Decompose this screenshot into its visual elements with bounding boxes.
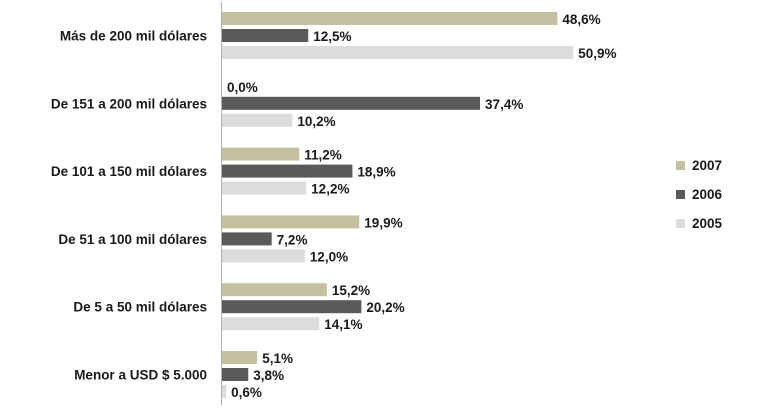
data-label-2007-de-151-a-200-mil-dolares: 0,0% xyxy=(227,80,258,95)
category-label-de-151-a-200-mil-dolares: De 151 a 200 mil dólares xyxy=(51,96,207,111)
legend: 2007 2006 2005 xyxy=(676,158,723,231)
bar-2006-de-151-a-200-mil-dolares xyxy=(222,96,481,110)
data-label-2007-de-51-a-100-mil-dolares: 19,9% xyxy=(364,215,402,230)
category-label-mas-de-200-mil-dolares: Más de 200 mil dólares xyxy=(60,29,207,44)
legend-label-2005: 2005 xyxy=(692,216,723,231)
data-label-2007-menor-a-usd-5-000: 5,1% xyxy=(262,351,293,366)
data-label-2005-de-101-a-150-mil-dolares: 12,2% xyxy=(311,182,349,197)
bar-2007-mas-de-200-mil-dolares xyxy=(222,12,558,25)
data-label-2005-de-151-a-200-mil-dolares: 10,2% xyxy=(297,114,335,129)
data-label-2006-de-151-a-200-mil-dolares: 37,4% xyxy=(485,97,523,112)
category-label-de-101-a-150-mil-dolares: De 101 a 150 mil dólares xyxy=(51,164,207,179)
data-label-2006-de-51-a-100-mil-dolares: 7,2% xyxy=(277,232,308,247)
data-label-2005-de-51-a-100-mil-dolares: 12,0% xyxy=(310,249,348,264)
legend-label-2007: 2007 xyxy=(692,158,722,173)
data-label-2007-de-101-a-150-mil-dolares: 11,2% xyxy=(304,148,342,163)
bar-2007-de-51-a-100-mil-dolares xyxy=(222,215,360,229)
bar-2006-de-5-a-50-mil-dolares xyxy=(222,300,362,314)
legend-label-2006: 2006 xyxy=(692,187,723,202)
data-label-2005-mas-de-200-mil-dolares: 50,9% xyxy=(578,46,616,61)
legend-swatch-2007 xyxy=(676,161,685,170)
data-label-2006-mas-de-200-mil-dolares: 12,5% xyxy=(313,29,351,44)
data-label-2005-menor-a-usd-5-000: 0,6% xyxy=(231,385,262,400)
bar-2007-de-5-a-50-mil-dolares xyxy=(222,283,327,297)
data-label-2006-de-5-a-50-mil-dolares: 20,2% xyxy=(366,300,404,315)
bars-layer: Más de 200 mil dólares 48,6% 12,5% 50,9% De … xyxy=(51,12,616,400)
bar-2005-de-151-a-200-mil-dolares xyxy=(222,113,293,127)
bar-2005-mas-de-200-mil-dolares xyxy=(222,46,574,59)
legend-swatch-2006 xyxy=(676,190,685,199)
bar-2005-de-5-a-50-mil-dolares xyxy=(222,317,320,331)
bar-2006-de-101-a-150-mil-dolares xyxy=(222,164,353,178)
legend-swatch-2005 xyxy=(676,219,685,228)
data-label-2007-mas-de-200-mil-dolares: 48,6% xyxy=(562,12,600,27)
bar-2007-menor-a-usd-5-000 xyxy=(222,351,258,364)
bar-2005-de-101-a-150-mil-dolares xyxy=(222,181,307,195)
bar-2006-menor-a-usd-5-000 xyxy=(222,368,249,381)
category-label-de-51-a-100-mil-dolares: De 51 a 100 mil dólares xyxy=(58,232,207,247)
data-label-2005-de-5-a-50-mil-dolares: 14,1% xyxy=(324,317,362,332)
bar-2005-de-51-a-100-mil-dolares xyxy=(222,249,305,263)
category-label-de-5-a-50-mil-dolares: De 5 a 50 mil dólares xyxy=(73,300,207,315)
data-label-2006-de-101-a-150-mil-dolares: 18,9% xyxy=(357,165,395,180)
bar-2005-menor-a-usd-5-000 xyxy=(222,385,227,398)
data-label-2007-de-5-a-50-mil-dolares: 15,2% xyxy=(332,283,370,298)
bar-2006-de-51-a-100-mil-dolares xyxy=(222,232,272,246)
bar-2006-mas-de-200-mil-dolares xyxy=(222,29,309,42)
data-label-2006-menor-a-usd-5-000: 3,8% xyxy=(253,368,284,383)
category-label-menor-a-usd-5-000: Menor a USD $ 5.000 xyxy=(74,368,207,383)
bar-2007-de-101-a-150-mil-dolares xyxy=(222,147,300,161)
